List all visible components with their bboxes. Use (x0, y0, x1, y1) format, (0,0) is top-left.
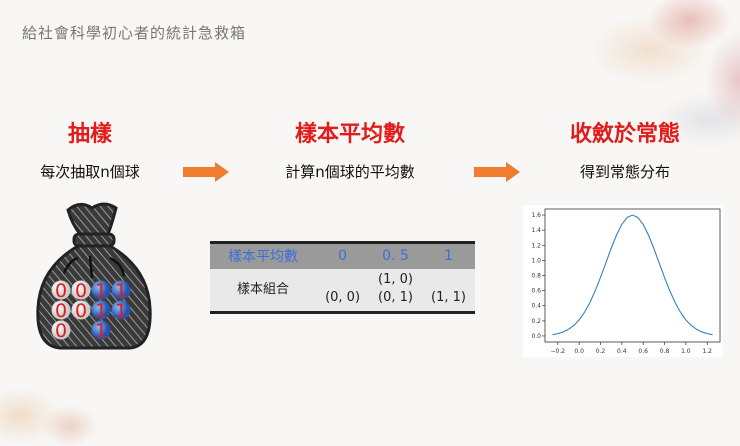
ball-label: 1 (95, 320, 107, 342)
combination: (0, 1) (378, 290, 413, 305)
step-text-sample-mean: 計算n個球的平均數 (285, 163, 415, 181)
plot-frame (544, 208, 721, 343)
x-tick-label: 1.2 (702, 348, 712, 355)
y-tick-label: 0.4 (531, 303, 541, 310)
ball (51, 300, 71, 320)
y-tick-label: 0.6 (531, 288, 541, 295)
y-tick-label: 0.0 (531, 333, 541, 340)
ball (71, 280, 91, 300)
x-tick-label: 0.6 (638, 348, 648, 355)
x-tick-label: −0.2 (551, 348, 566, 355)
table-header: 1 (422, 242, 475, 269)
y-tick-label: 1.0 (531, 257, 541, 264)
table-row: 樣本組合 (0, 0) (1, 0) (0, 1) (1, 1) (210, 268, 475, 313)
y-tick-label: 1.2 (531, 242, 541, 249)
y-tick-label: 1.4 (531, 227, 541, 234)
combination: (1, 1) (431, 290, 466, 305)
table-cell: (1, 1) (422, 268, 475, 313)
table-header: 0 (316, 242, 370, 269)
slide-title: 給社會科學初心者的統計急救箱 (22, 24, 247, 42)
chart-svg: −0.2 0.0 0.2 0.4 0.6 0.8 1.0 1.2 0.0 0.2 0.4 0.6 0.8… (531, 208, 721, 355)
step-text-sampling: 每次抽取n個球 (40, 163, 140, 181)
ball-label: 0 (55, 320, 67, 342)
ball (71, 300, 91, 320)
step-heading-normal: 收斂於常態 (569, 122, 680, 147)
combination: (1, 0) (378, 272, 413, 287)
ball-label: 0 (75, 300, 87, 322)
ball-label: 1 (115, 300, 127, 322)
ball (111, 280, 131, 300)
ball-label: 0 (55, 300, 67, 322)
table-cell: (0, 0) (316, 268, 370, 313)
arrow-right-icon (183, 162, 229, 182)
y-tick-label: 0.2 (531, 318, 541, 325)
arrow-right-icon (474, 162, 520, 182)
ball-bag-icon: 0 0 1 10 0 1 10 1 (36, 202, 152, 350)
ball-label: 0 (55, 280, 67, 302)
row-label: 樣本組合 (210, 268, 317, 313)
x-tick-label: 0.8 (660, 348, 670, 355)
table-header: 樣本平均數 (210, 242, 317, 269)
step-heading-sample-mean: 樣本平均數 (294, 122, 405, 147)
watercolor-decoration (540, 0, 740, 160)
ball-label: 1 (115, 280, 127, 302)
table-header-row: 樣本平均數 0 0. 5 1 (210, 242, 475, 269)
ball (111, 300, 131, 320)
y-tick-label: 0.8 (531, 273, 541, 280)
ball (91, 300, 111, 320)
ball (91, 320, 111, 340)
x-tick-label: 1.0 (681, 348, 691, 355)
x-tick-label: 0.0 (574, 348, 584, 355)
table-header: 0. 5 (369, 242, 423, 269)
ball (51, 280, 71, 300)
ball-label: 1 (95, 280, 107, 302)
ball-label: 0 (75, 280, 87, 302)
ball (51, 320, 71, 340)
density-curve (552, 214, 713, 336)
sample-mean-table: 樣本平均數 0 0. 5 1 樣本組合 (0, 0) (1, 0) (0, 1) … (210, 241, 475, 314)
x-tick-label: 0.2 (596, 348, 606, 355)
step-heading-sampling: 抽樣 (67, 122, 112, 147)
ball (91, 280, 111, 300)
normal-distribution-chart: −0.2 0.0 0.2 0.4 0.6 0.8 1.0 1.2 0.0 0.2 0.4 0.6 0.8… (523, 205, 723, 357)
y-tick-label: 1.6 (531, 212, 541, 219)
step-text-normal: 得到常態分布 (579, 163, 670, 181)
ball-label: 1 (95, 300, 107, 322)
x-tick-label: 0.4 (617, 348, 627, 355)
combination: (0, 0) (325, 290, 361, 305)
table-cell: (1, 0) (0, 1) (369, 268, 423, 313)
